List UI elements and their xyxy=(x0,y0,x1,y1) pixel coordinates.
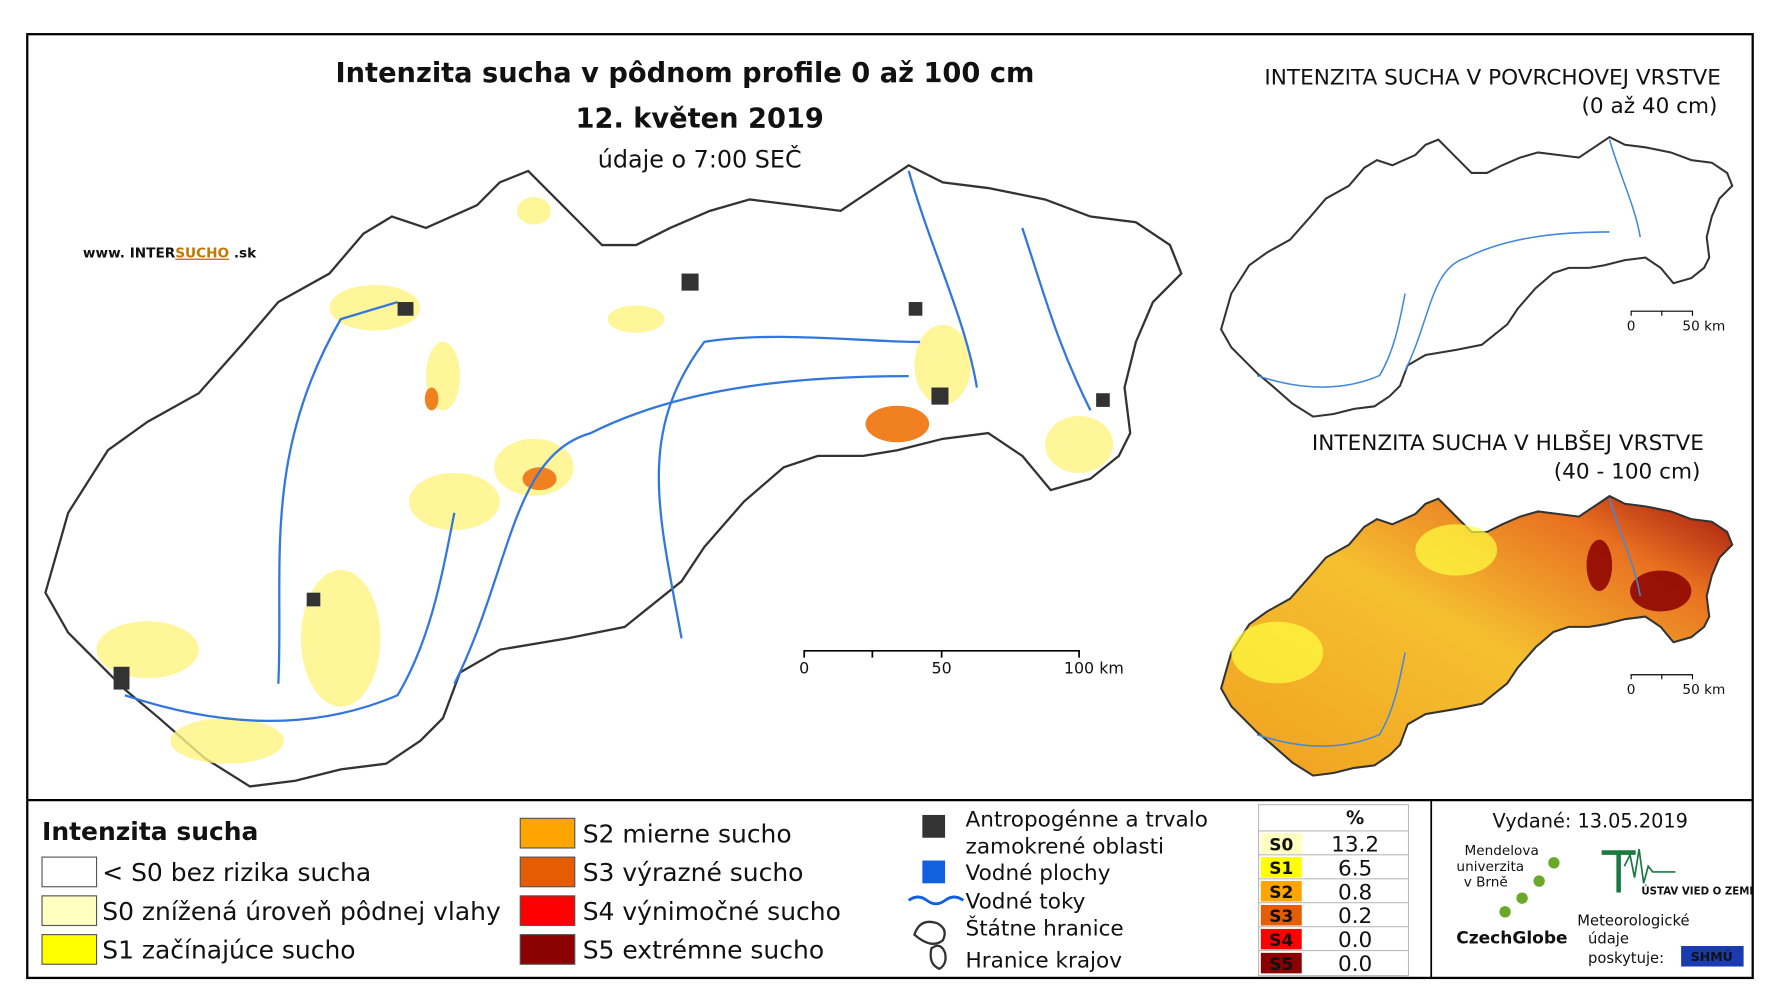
credit-line: poskytuje: xyxy=(1588,950,1664,967)
table-value: 0.0 xyxy=(1338,928,1372,953)
legend-swatch xyxy=(41,895,98,927)
table-class-cell xyxy=(1260,833,1302,854)
legend-label: S5 extrémne sucho xyxy=(583,936,824,965)
legend-swatch xyxy=(519,856,576,888)
layer-label-line: zamokrené oblasti xyxy=(966,835,1165,860)
legend-title: Intenzita sucha xyxy=(42,817,258,846)
credit-line: údaje xyxy=(1588,931,1629,948)
inset-title: INTENZITA SUCHA V HLBŠEJ VRSTVE xyxy=(1312,430,1704,456)
inset-title: INTENZITA SUCHA V POVRCHOVEJ VRSTVE xyxy=(1264,65,1720,90)
table-class: S0 xyxy=(1269,835,1293,855)
legend-swatch xyxy=(519,817,576,849)
table-class-cell xyxy=(1260,904,1302,926)
scale-bar xyxy=(1630,674,1694,680)
table-value: 13.2 xyxy=(1331,832,1379,857)
layers: Antropogénne a trvalo zamokrené oblastiVo… xyxy=(966,807,1208,973)
scale-label: 0 xyxy=(1627,682,1636,698)
table-class: S3 xyxy=(1269,907,1293,927)
scale-label: 50 xyxy=(932,659,952,678)
legend-swatch xyxy=(519,934,576,965)
credit-line: v Brně xyxy=(1464,875,1508,891)
table-class-cell xyxy=(1260,928,1302,950)
legend-swatch xyxy=(519,895,576,927)
legend-label: S3 výrazné sucho xyxy=(583,858,804,887)
shmu: SHMÚ xyxy=(1691,949,1733,964)
map-date: 12. květen 2019 xyxy=(576,104,824,135)
table-class: S5 xyxy=(1269,955,1293,975)
legend-label: < S0 bez rizika sucha xyxy=(102,858,371,887)
website-brand: SUCHO xyxy=(175,246,229,262)
table-class-cell xyxy=(1260,881,1302,902)
legend-swatch xyxy=(41,934,98,965)
legend-label: S0 znížená úroveň pôdnej vlahy xyxy=(102,897,501,926)
czechglobe: CzechGlobe xyxy=(1456,929,1567,949)
website-suffix: .sk xyxy=(229,246,257,262)
inset-deep-map xyxy=(1220,495,1734,777)
main-map xyxy=(44,164,1183,788)
legend-swatch xyxy=(41,856,98,888)
legend-label: S1 začínajúce sucho xyxy=(102,936,355,965)
scale-label: 50 km xyxy=(1682,682,1725,698)
table-class-cell xyxy=(1260,952,1302,974)
website-prefix: www. INTER xyxy=(83,246,176,262)
map-note: údaje o 7:00 SEČ xyxy=(598,144,802,174)
inset-subtitle: (0 až 40 cm) xyxy=(1581,94,1717,119)
scale-bar xyxy=(803,649,1080,658)
website: www. INTERSUCHO .sk xyxy=(83,246,257,262)
table-value: 0.8 xyxy=(1338,880,1372,905)
layer-label-line: Antropogénne a trvalo xyxy=(966,807,1208,832)
layer-label: Vodné plochy xyxy=(966,861,1111,886)
credits: Mendelova univerzita v Brně CzechGlobe Ú… xyxy=(1456,843,1753,967)
scale-label: 0 xyxy=(1627,319,1636,335)
layer-label: Antropogénne a trvalo zamokrené oblasti xyxy=(966,807,1208,859)
inset-surface-map xyxy=(1220,136,1734,418)
table-class: S4 xyxy=(1269,931,1293,951)
credit-line: Mendelova xyxy=(1465,843,1539,859)
legend-label: S4 výnimočné sucho xyxy=(583,897,841,926)
scale-label: 50 km xyxy=(1682,319,1725,335)
table: % S0 13.2 S1 6.5 S2 0.8 S3 0.2 S4 0.0 S5 0.0 xyxy=(1258,804,1410,977)
layer-icons xyxy=(907,814,965,971)
scale-bar xyxy=(1630,310,1694,316)
table-value: 0.0 xyxy=(1338,952,1372,977)
table-value: 6.5 xyxy=(1338,856,1372,881)
layer-label: Štátne hranice xyxy=(966,916,1124,942)
table-class-cell xyxy=(1260,857,1302,878)
legend-label: S2 mierne sucho xyxy=(583,819,792,848)
credit-line: Meteorologické xyxy=(1577,912,1689,929)
table-class: S2 xyxy=(1269,883,1293,903)
credit-line: univerzita xyxy=(1456,859,1524,875)
table-frame xyxy=(1258,804,1410,977)
map-title: Intenzita sucha v pôdnom profile 0 až 10… xyxy=(336,58,1035,89)
uvzt: ÚSTAV VIED O ZEMI xyxy=(1641,885,1753,898)
layer-label: Hranice krajov xyxy=(966,949,1123,974)
scale-label: 100 km xyxy=(1064,659,1124,678)
scale-label: 0 xyxy=(799,659,809,678)
issued: Vydané: 13.05.2019 xyxy=(1493,809,1688,832)
layer-label: Vodné toky xyxy=(966,889,1086,914)
inset-subtitle: (40 - 100 cm) xyxy=(1554,460,1701,485)
table-value: 0.2 xyxy=(1338,904,1372,929)
table-header: % xyxy=(1346,808,1364,829)
legend: < S0 bez rizika sucha S0 znížená úroveň p… xyxy=(41,817,841,965)
table-class: S1 xyxy=(1269,859,1293,879)
